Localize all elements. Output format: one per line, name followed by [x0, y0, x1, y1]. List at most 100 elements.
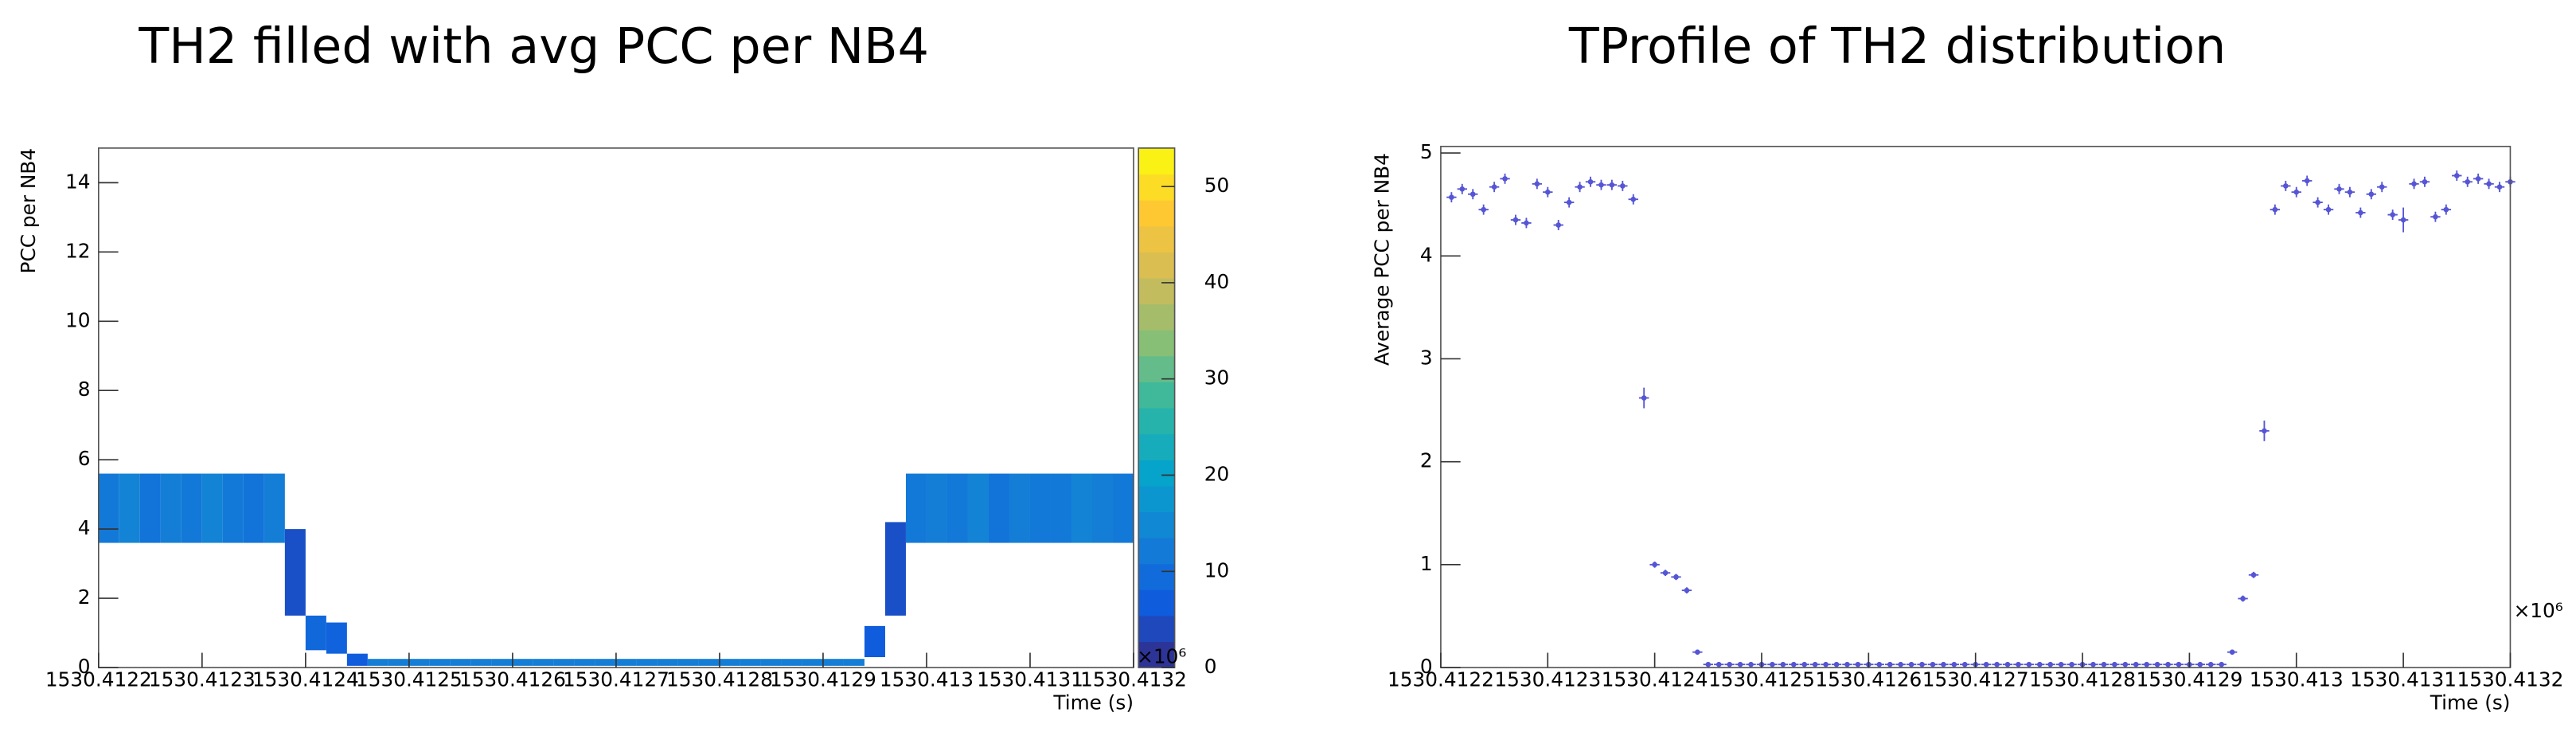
color-scale-level — [1138, 200, 1175, 227]
profile-point — [1908, 661, 1914, 668]
profile-point — [2240, 596, 2246, 601]
x-tick-label: 1530.413 — [880, 668, 974, 691]
color-scale-level — [1138, 252, 1175, 279]
heatmap-cell — [719, 659, 740, 666]
profile-point — [1994, 661, 2000, 668]
profile-point — [2154, 661, 2160, 668]
profile-point — [1790, 661, 1797, 668]
profile-point — [1801, 661, 1808, 668]
heatmap-cell — [450, 659, 471, 666]
x-axis-label: Time (s) — [2430, 691, 2511, 714]
heatmap-cell — [346, 653, 368, 666]
profile-point — [1609, 182, 1615, 188]
profile-point — [1833, 661, 1840, 668]
z-tick-label: 40 — [1204, 270, 1230, 293]
heatmap-cell — [595, 659, 616, 666]
profile-point — [2144, 661, 2149, 668]
heatmap-cell — [491, 659, 513, 666]
x-tick-label: 1530.4132 — [1080, 668, 1187, 691]
profile-point — [1662, 570, 1669, 576]
heatmap-cell — [822, 659, 844, 666]
heatmap-cell — [843, 659, 865, 666]
profile-point — [1502, 176, 1508, 182]
heatmap-cell — [967, 473, 989, 543]
y-tick-label: 6 — [78, 447, 91, 470]
color-scale-level — [1138, 460, 1175, 487]
profile-point — [1630, 196, 1637, 202]
chart-title: TProfile of TH2 distribution — [1568, 18, 2227, 75]
z-tick-label: 30 — [1204, 366, 1230, 390]
heatmap-cell — [326, 622, 347, 654]
profile-point — [1951, 661, 1957, 668]
z-tick-label: 20 — [1204, 463, 1230, 486]
y-tick-label: 8 — [78, 378, 91, 401]
profile-point — [1748, 661, 1754, 668]
profile-point — [1737, 661, 1743, 668]
profile-point — [2347, 189, 2353, 195]
profile-point — [1780, 661, 1786, 668]
y-tick-label: 0 — [1420, 655, 1433, 678]
profile-point — [2004, 661, 2011, 668]
x-axis-label: Time (s) — [1052, 691, 1134, 714]
profile-point — [1512, 217, 1519, 223]
heatmap-cell — [905, 473, 927, 543]
x-tick-label: 1530.4123 — [149, 668, 256, 691]
color-scale-level — [1138, 174, 1175, 201]
heatmap-cell — [946, 473, 968, 543]
profile-point — [2390, 212, 2395, 217]
color-scale-level — [1138, 641, 1175, 668]
y-tick-label: 2 — [78, 585, 91, 609]
x-tick-label: 1530.4122 — [1388, 668, 1494, 691]
heatmap-cell — [181, 473, 202, 543]
heatmap-cell — [470, 659, 492, 666]
profile-point — [1705, 661, 1711, 668]
profile-point — [2101, 661, 2107, 668]
heatmap-cell — [781, 659, 802, 666]
profile-point — [2207, 661, 2214, 668]
profile-point — [1770, 661, 1775, 668]
heatmap-cell — [1113, 473, 1134, 543]
profile-point — [1727, 661, 1732, 668]
color-scale-level — [1138, 433, 1175, 460]
profile-point — [2433, 213, 2438, 220]
profile-point — [1491, 184, 1497, 190]
y-tick-label: 14 — [65, 170, 91, 193]
profile-point — [1876, 661, 1883, 668]
profile-point — [1459, 186, 1466, 192]
heatmap-cell — [408, 659, 430, 666]
profile-point — [2058, 661, 2064, 668]
x-tick-label: 1530.4129 — [770, 668, 876, 691]
z-tick-label: 0 — [1204, 655, 1217, 678]
profile-point — [2090, 661, 2096, 668]
profile-point — [1577, 184, 1583, 190]
heatmap-cell — [305, 615, 326, 651]
profile-point — [1844, 661, 1850, 668]
profile-point — [2486, 181, 2492, 187]
color-scale-level — [1138, 563, 1175, 590]
profile-point — [1544, 189, 1551, 195]
profile-point — [1524, 220, 1529, 226]
heatmap-cell — [760, 659, 782, 666]
heatmap-cell — [1091, 473, 1114, 543]
profile-point — [2165, 661, 2171, 668]
color-scale-level — [1138, 538, 1175, 565]
profile-point — [2443, 206, 2449, 213]
profile-point — [1481, 206, 1486, 213]
profile-point — [2197, 661, 2203, 668]
x-tick-label: 1530.4125 — [1708, 668, 1815, 691]
profile-point — [1673, 574, 1679, 580]
profile-point — [2465, 178, 2471, 185]
profile-point — [1887, 661, 1893, 668]
heatmap-cell — [988, 473, 1009, 543]
profile-point — [2475, 176, 2481, 182]
color-scale-level — [1138, 615, 1175, 643]
profile-point — [1566, 199, 1572, 206]
heatmap-cell — [119, 473, 140, 543]
heatmap-cell — [98, 473, 119, 543]
profile-point — [1620, 183, 1626, 189]
color-scale-level — [1138, 277, 1175, 305]
z-tick-label: 50 — [1204, 174, 1230, 197]
profile-point — [1930, 661, 1936, 668]
x-tick-label: 1530.4124 — [252, 668, 359, 691]
